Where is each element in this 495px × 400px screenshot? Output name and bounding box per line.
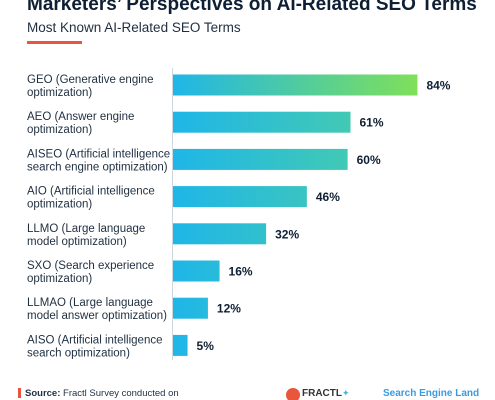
category-label: SXO (Search experience optimization) [27, 260, 154, 285]
category-label-line: optimization) [27, 87, 92, 99]
category-label-line: AISEO (Artificial intelligence [27, 148, 170, 160]
chart-subtitle: Most Known AI-Related SEO Terms [27, 20, 241, 35]
value-label: 5% [197, 339, 215, 353]
category-label-line: model answer optimization) [27, 310, 167, 322]
value-label: 84% [426, 79, 450, 93]
fractl-logo-text: FRACTL [302, 388, 342, 399]
bar-chart: GEO (Generative engine optimization)84%AE… [27, 68, 451, 360]
fractl-sun-icon [286, 388, 300, 400]
category-label: AISO (Artificial intelligence search opti… [27, 334, 163, 359]
bar [173, 111, 351, 133]
fractl-logo: FRACTL✦ [286, 388, 350, 400]
bar [173, 74, 418, 96]
bar [173, 186, 307, 208]
category-label: AISEO (Artificial intelligence search eng… [27, 148, 170, 173]
footer: Source: Fractl Survey conducted on FRACT… [0, 388, 495, 400]
category-label-line: GEO (Generative engine [27, 74, 154, 86]
category-label-line: model optimization) [27, 236, 127, 248]
category-label: AIO (Artificial intelligence optimization… [27, 186, 155, 211]
source-text: Fractl Survey conducted on [63, 388, 179, 399]
sparkle-icon: ✦ [342, 388, 350, 398]
category-label-line: search engine optimization) [27, 161, 168, 173]
bar [173, 297, 208, 319]
bar [173, 334, 188, 356]
value-label: 61% [360, 116, 384, 130]
value-label: 32% [275, 227, 299, 241]
page-title: Marketers’ Perspectives on AI-Related SE… [27, 0, 477, 15]
category-label: AEO (Answer engine optimization) [27, 111, 134, 136]
category-label-line: SXO (Search experience [27, 260, 154, 272]
category-label: LLMO (Large language model optimization) [27, 223, 145, 248]
category-label-line: AEO (Answer engine [27, 111, 134, 123]
category-label-line: AIO (Artificial intelligence [27, 186, 155, 198]
category-label: LLMAO (Large language model answer optimi… [27, 297, 167, 322]
category-label-line: optimization) [27, 124, 92, 136]
source-marker [18, 388, 21, 398]
value-label: 46% [316, 190, 340, 204]
category-label-line: LLMAO (Large language [27, 297, 153, 309]
source-note: Source: Fractl Survey conducted on [18, 388, 179, 399]
search-engine-land-logo: Search Engine Land [383, 388, 480, 399]
value-label: 60% [357, 153, 381, 167]
bar [173, 260, 220, 282]
bar [173, 223, 267, 245]
category-label-line: optimization) [27, 273, 92, 285]
bar [173, 148, 348, 170]
category-label: GEO (Generative engine optimization) [27, 74, 154, 99]
category-label-line: LLMO (Large language [27, 223, 145, 235]
value-label: 16% [229, 265, 253, 279]
category-label-line: search optimization) [27, 347, 130, 359]
category-label-line: AISO (Artificial intelligence [27, 334, 163, 346]
category-label-line: optimization) [27, 199, 92, 211]
value-label: 12% [217, 302, 241, 316]
title-underline [27, 41, 82, 44]
source-label: Source: [25, 388, 61, 399]
